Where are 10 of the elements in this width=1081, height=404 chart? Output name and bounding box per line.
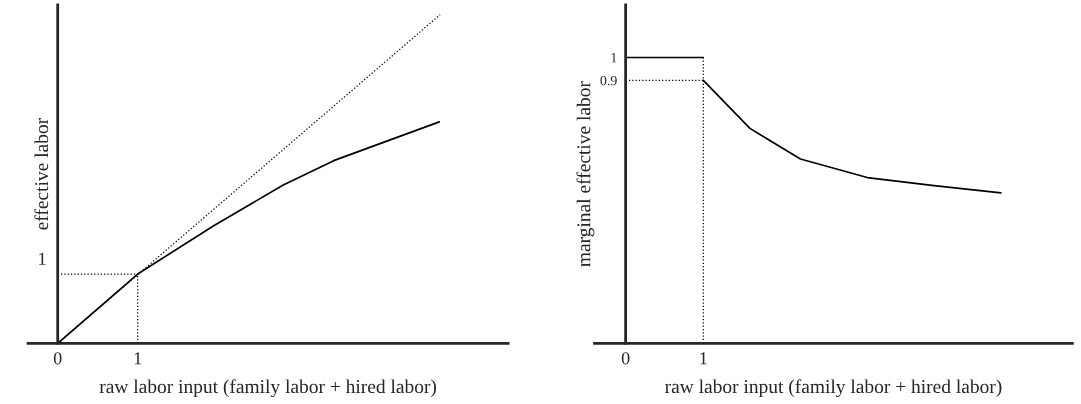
x-axis-title: raw labor input (family labor + hired labor) xyxy=(99,379,437,398)
x-tick-label: 1 xyxy=(134,352,142,365)
y-axis-title: effective labor xyxy=(34,118,49,230)
y-axis-title: marginal effective labor xyxy=(576,81,595,267)
x-axis-title: raw labor input (family labor + hired labor) xyxy=(665,379,1002,398)
x-tick-label: 1 xyxy=(700,352,707,365)
x-tick-label: 0 xyxy=(53,352,62,365)
annotation: 1 xyxy=(39,252,46,265)
y-tick-label: 0.9 xyxy=(600,75,617,86)
x-tick-label: 0 xyxy=(621,352,630,365)
